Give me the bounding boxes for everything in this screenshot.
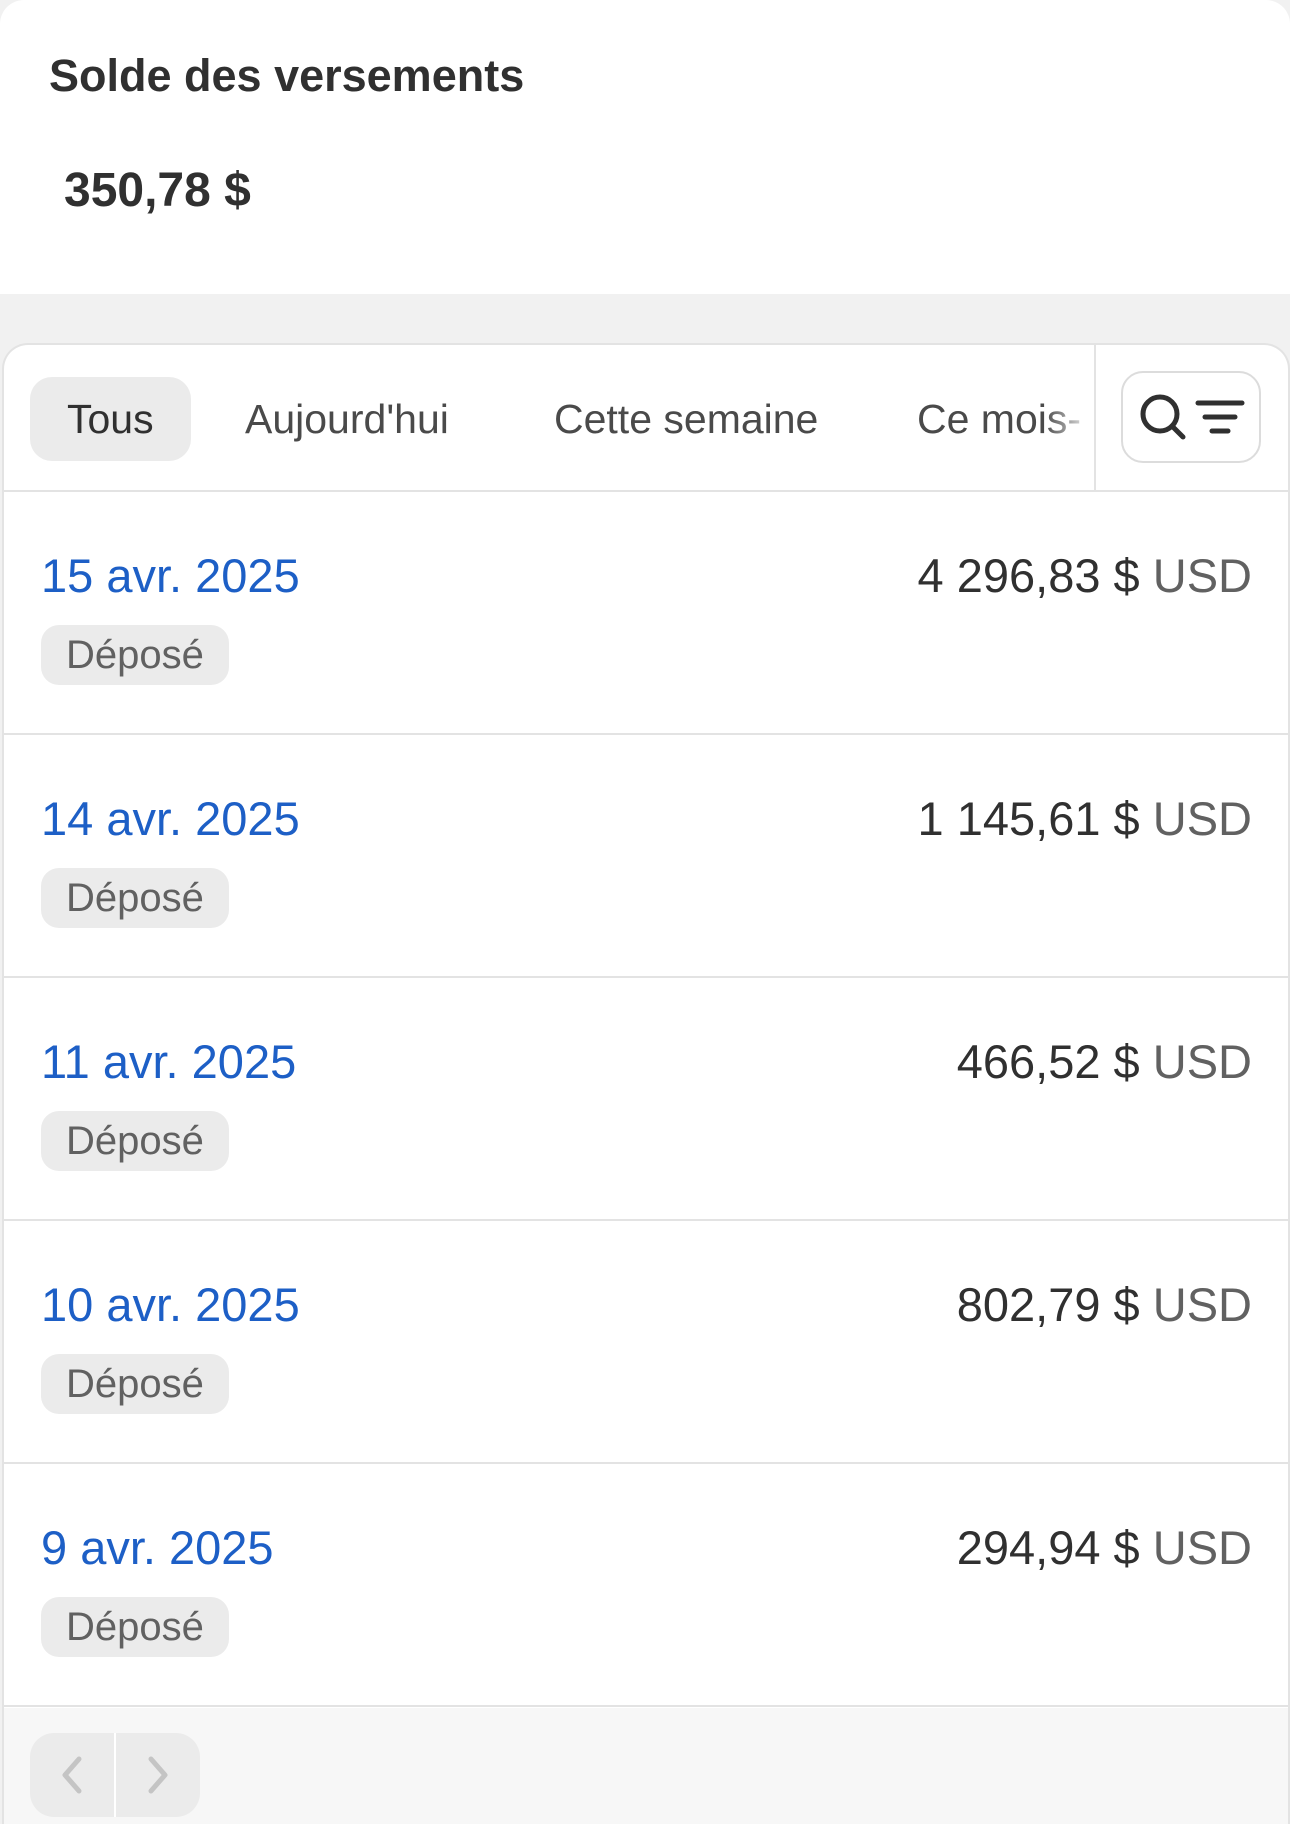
- chevron-right-icon: [148, 1756, 168, 1794]
- tab-cette-semaine[interactable]: Cette semaine: [554, 396, 819, 442]
- pagination-footer: [4, 1708, 1288, 1824]
- payout-date[interactable]: 9 avr. 2025: [41, 1521, 274, 1574]
- balance-amount: 350,78 $: [64, 164, 251, 217]
- chevron-left-icon: [62, 1756, 82, 1794]
- status-badge: Déposé: [41, 1111, 229, 1171]
- tab-aujourdhui[interactable]: Aujourd'hui: [245, 396, 449, 442]
- payout-row[interactable]: 15 avr. 2025 4 296,83 $ USD Déposé: [4, 492, 1288, 735]
- status-badge: Déposé: [41, 1597, 229, 1657]
- payout-row[interactable]: 9 avr. 2025 294,94 $ USD Déposé: [4, 1464, 1288, 1707]
- search-filter-button[interactable]: [1121, 371, 1261, 463]
- search-filter-icon: [1140, 394, 1245, 440]
- payout-date[interactable]: 14 avr. 2025: [41, 792, 300, 845]
- payout-balance-card: Solde des versements 350,78 $: [0, 0, 1290, 294]
- pagination-divider: [114, 1733, 116, 1817]
- payout-amount: 1 145,61 $ USD: [917, 792, 1252, 845]
- pagination: [30, 1733, 200, 1817]
- page-title: Solde des versements: [49, 50, 525, 101]
- status-badge: Déposé: [41, 868, 229, 928]
- status-badge: Déposé: [41, 625, 229, 685]
- tabs-fade: [1044, 365, 1094, 475]
- tab-tous[interactable]: Tous: [30, 377, 191, 461]
- next-page-button[interactable]: [116, 1733, 200, 1817]
- divider: [1094, 345, 1096, 490]
- status-badge: Déposé: [41, 1354, 229, 1414]
- filter-tabs: Tous Aujourd'hui Cette semaine Ce mois-: [4, 345, 1288, 492]
- payout-amount: 294,94 $ USD: [956, 1521, 1252, 1574]
- payout-amount: 466,52 $ USD: [956, 1035, 1252, 1088]
- payout-row[interactable]: 14 avr. 2025 1 145,61 $ USD Déposé: [4, 735, 1288, 978]
- payout-amount: 4 296,83 $ USD: [917, 549, 1252, 602]
- payouts-list-card: Tous Aujourd'hui Cette semaine Ce mois- …: [2, 343, 1290, 1824]
- payout-date[interactable]: 10 avr. 2025: [41, 1278, 300, 1331]
- payout-amount: 802,79 $ USD: [956, 1278, 1252, 1331]
- payout-row[interactable]: 11 avr. 2025 466,52 $ USD Déposé: [4, 978, 1288, 1221]
- payout-date[interactable]: 11 avr. 2025: [41, 1035, 297, 1088]
- previous-page-button[interactable]: [30, 1733, 114, 1817]
- payout-row[interactable]: 10 avr. 2025 802,79 $ USD Déposé: [4, 1221, 1288, 1464]
- payout-date[interactable]: 15 avr. 2025: [41, 549, 300, 602]
